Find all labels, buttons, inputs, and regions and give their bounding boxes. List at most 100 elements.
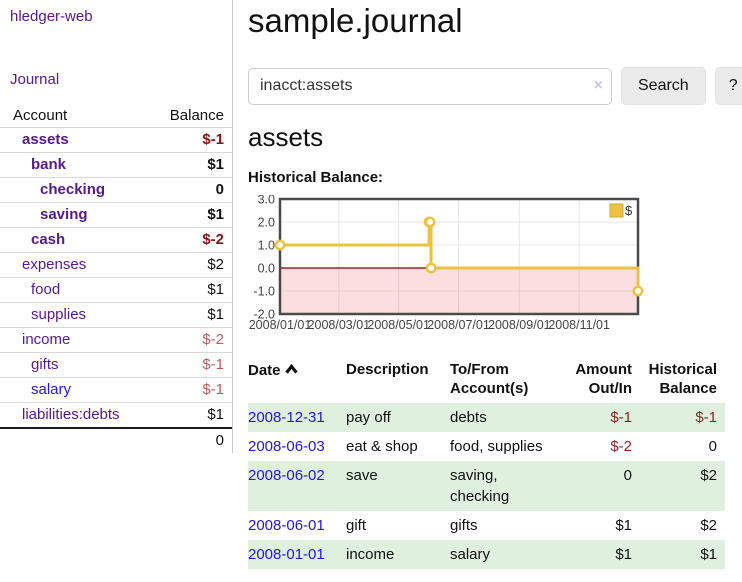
account-balance: $1	[207, 281, 224, 298]
account-link[interactable]: assets	[22, 131, 69, 148]
account-link[interactable]: bank	[31, 156, 67, 173]
svg-text:2008/11/01: 2008/11/01	[548, 318, 610, 332]
search-input[interactable]	[248, 67, 612, 105]
transaction-accounts: saving, checking	[450, 467, 510, 505]
account-row: checking 0	[0, 178, 232, 203]
table-row: 2008-06-02 save saving, checking 0 $2	[248, 461, 725, 511]
register-header-row: Date Description To/From Account(s) Amou…	[248, 357, 725, 403]
accounts-header-row: Account Balance	[0, 104, 232, 128]
chart-label: Historical Balance:	[248, 169, 384, 186]
accounts-col-balance: Balance	[169, 107, 224, 124]
transaction-description: eat & shop	[346, 438, 418, 455]
account-balance: $-1	[202, 356, 224, 373]
sidebar: hledger-web Journal Account Balance asse…	[0, 0, 233, 453]
account-link[interactable]: gifts	[31, 356, 59, 373]
transaction-date-link[interactable]: 2008-01-01	[248, 546, 325, 563]
account-row: cash $-2	[0, 228, 232, 253]
svg-text:0.0: 0.0	[258, 262, 275, 276]
account-link[interactable]: salary	[31, 381, 72, 398]
register-body: 2008-12-31 pay off debts $-1 $-1 2008-06-03 ea…	[248, 403, 725, 569]
sidebar-item-journal[interactable]: Journal	[10, 71, 60, 88]
account-link[interactable]: cash	[31, 231, 66, 248]
accounts-total: 0	[215, 432, 224, 449]
account-balance: $2	[207, 256, 224, 273]
account-balance: $1	[207, 206, 224, 223]
main-content: sample.journal × Search ? assets Histori…	[233, 0, 742, 569]
account-balance: $1	[207, 306, 224, 323]
transaction-date-link[interactable]: 2008-06-03	[248, 438, 325, 455]
account-link[interactable]: income	[22, 331, 71, 348]
transaction-amount: $1	[615, 517, 632, 534]
accounts-total-row: 0	[0, 428, 232, 453]
account-link[interactable]: food	[31, 281, 61, 298]
account-link[interactable]: expenses	[22, 256, 87, 273]
register-table: Date Description To/From Account(s) Amou…	[248, 357, 725, 569]
svg-text:2008/05/01: 2008/05/01	[367, 318, 430, 332]
account-row: bank $1	[0, 153, 232, 178]
help-button[interactable]: ?	[714, 67, 742, 105]
account-balance: $1	[207, 406, 224, 423]
svg-text:-1.0: -1.0	[253, 285, 275, 299]
register-col-amount: Amount Out/In	[575, 361, 632, 397]
account-row: saving $1	[0, 203, 232, 228]
register-col-description: Description	[346, 361, 429, 378]
transaction-balance: 0	[708, 438, 717, 455]
svg-text:2008/01/01: 2008/01/01	[249, 318, 312, 332]
transaction-description: pay off	[346, 409, 391, 426]
transaction-accounts: salary	[450, 546, 491, 563]
account-link[interactable]: liabilities:debts	[22, 406, 120, 423]
accounts-col-account: Account	[13, 107, 68, 124]
table-row: 2008-06-01 gift gifts $1 $2	[248, 511, 725, 540]
account-title: assets	[248, 122, 324, 152]
transaction-accounts: food, supplies	[450, 438, 543, 455]
table-row: 2008-01-01 income salary $1 $1	[248, 540, 725, 569]
account-row: gifts $-1	[0, 353, 232, 378]
clear-search-icon[interactable]: ×	[593, 76, 603, 94]
transaction-amount: $-1	[610, 409, 632, 426]
svg-text:-2.0: -2.0	[253, 308, 275, 322]
register-col-accounts: To/From Account(s)	[450, 361, 529, 397]
account-link[interactable]: saving	[40, 206, 88, 223]
svg-text:3.0: 3.0	[258, 195, 275, 207]
transaction-balance: $2	[700, 467, 717, 484]
transaction-date-link[interactable]: 2008-12-31	[248, 409, 325, 426]
transaction-amount: $1	[615, 546, 632, 563]
svg-text:2008/09/01: 2008/09/01	[488, 318, 551, 332]
transaction-amount: 0	[623, 467, 632, 484]
transaction-balance: $-1	[695, 409, 717, 426]
transaction-description: save	[346, 467, 378, 484]
transaction-balance: $2	[700, 517, 717, 534]
table-row: 2008-06-03 eat & shop food, supplies $-2 0	[248, 432, 725, 461]
account-row: liabilities:debts $1	[0, 403, 232, 428]
transaction-description: income	[346, 546, 395, 563]
accounts-body: assets $-1 bank $1 checking 0 saving $1 cash $-2 e…	[0, 128, 232, 454]
account-balance: $-1	[202, 131, 224, 148]
app-title-link[interactable]: hledger-web	[10, 8, 93, 25]
transaction-accounts: gifts	[450, 517, 478, 534]
account-row: assets $-1	[0, 128, 232, 153]
svg-text:1.0: 1.0	[258, 239, 275, 253]
register-col-date[interactable]: Date	[248, 357, 346, 403]
transaction-accounts: debts	[450, 409, 487, 426]
search-button[interactable]: Search	[621, 67, 706, 105]
table-row: 2008-12-31 pay off debts $-1 $-1	[248, 403, 725, 432]
account-balance: $-1	[202, 381, 224, 398]
sort-ascending-icon	[284, 360, 298, 379]
svg-text:2008/03/01: 2008/03/01	[308, 318, 371, 332]
transaction-date-link[interactable]: 2008-06-01	[248, 517, 325, 534]
transaction-description: gift	[346, 517, 367, 534]
account-row: food $1	[0, 278, 232, 303]
historical-balance-chart: $3.0 2.0 1.0 0.0 -1.0 -2.02008/01/012008/03/0…	[249, 193, 644, 332]
search-form: × Search ?	[248, 67, 742, 105]
transaction-balance: $1	[700, 546, 717, 563]
account-link[interactable]: checking	[40, 181, 106, 198]
svg-text:$: $	[625, 203, 633, 218]
svg-text:2008/07/01: 2008/07/01	[427, 318, 490, 332]
account-balance: $-2	[202, 331, 224, 348]
account-row: income $-2	[0, 328, 232, 353]
transaction-date-link[interactable]: 2008-06-02	[248, 467, 325, 484]
accounts-table: Account Balance assets $-1 bank $1 checking 0…	[0, 104, 232, 453]
register-col-balance: Historical Balance	[648, 361, 717, 397]
transaction-amount: $-2	[610, 438, 632, 455]
account-link[interactable]: supplies	[31, 306, 87, 323]
